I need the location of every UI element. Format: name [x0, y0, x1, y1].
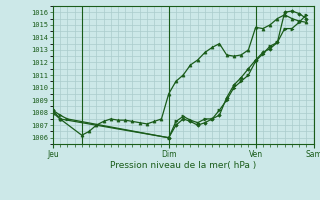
X-axis label: Pression niveau de la mer( hPa ): Pression niveau de la mer( hPa ) — [110, 161, 256, 170]
